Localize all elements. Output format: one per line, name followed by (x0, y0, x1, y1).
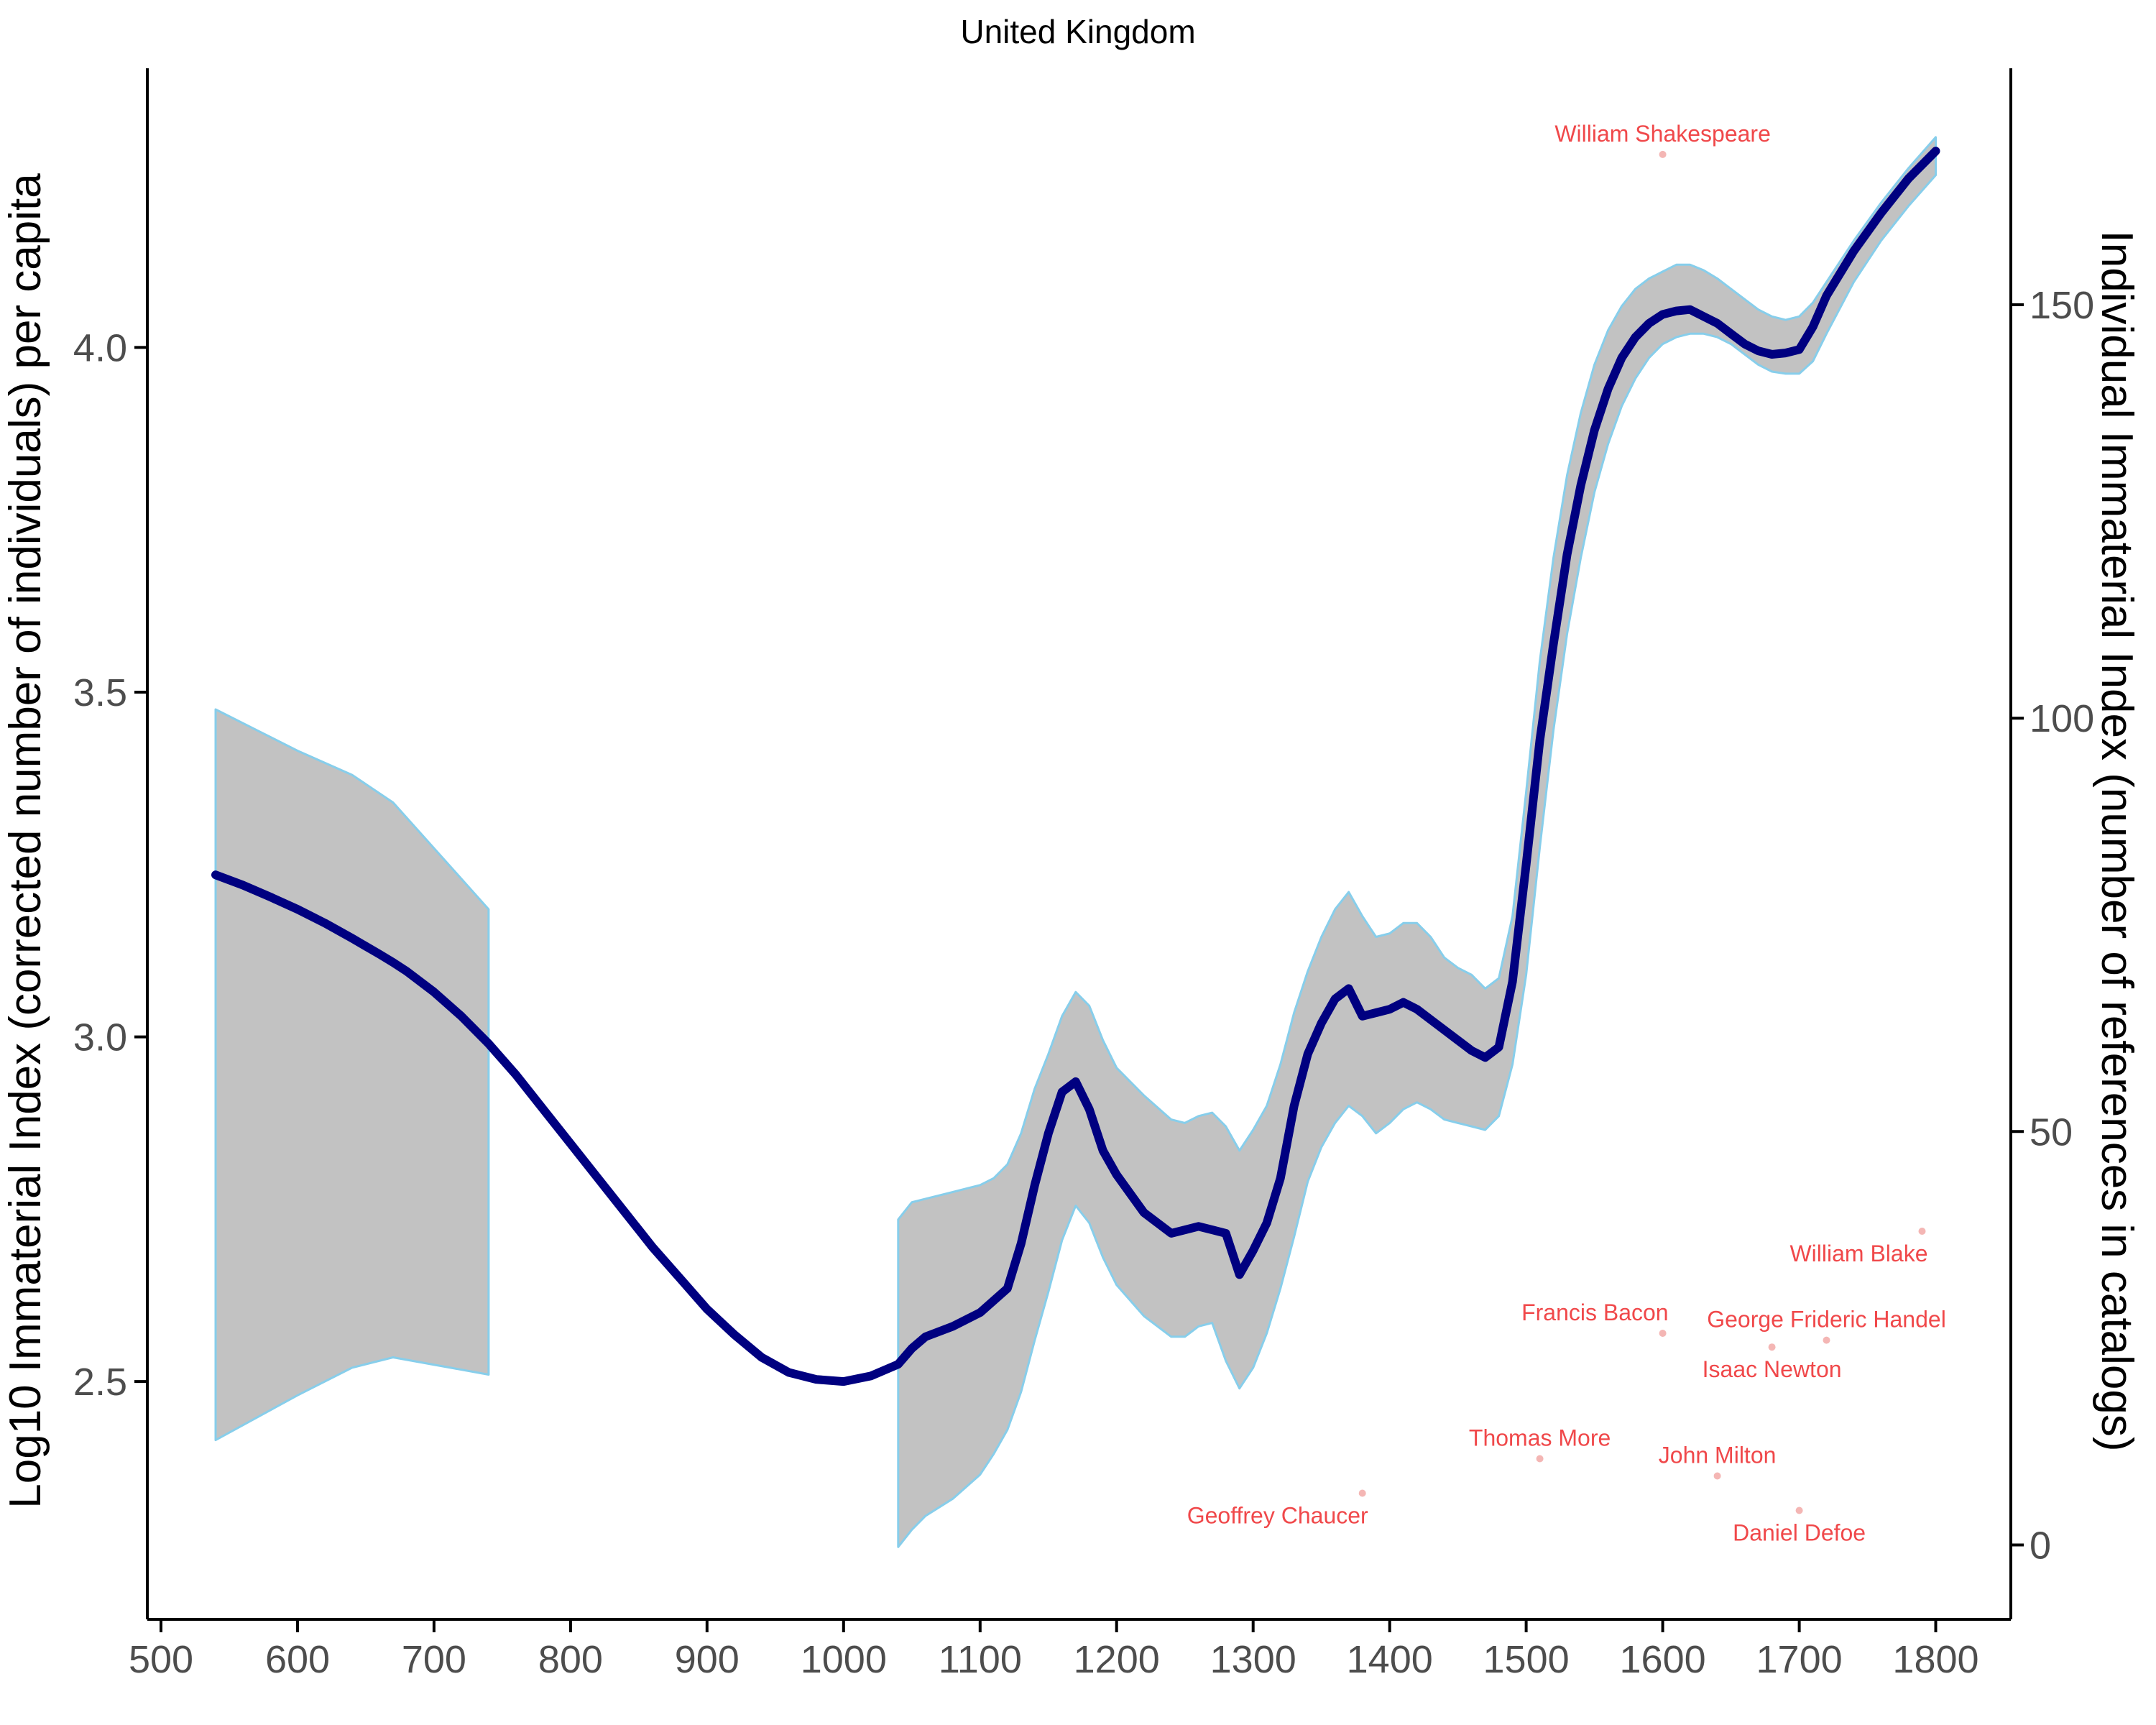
series-layer (211, 147, 1940, 1386)
annotation-point-francis-bacon (1659, 1330, 1667, 1337)
x-tick-label: 1100 (939, 1638, 1022, 1681)
confidence-ribbon-2 (897, 136, 1937, 1548)
x-tick-label: 800 (538, 1638, 603, 1681)
y2-tick-label: 0 (2030, 1524, 2051, 1568)
annotation-label-william-shakespeare: William Shakespeare (1554, 121, 1771, 147)
annotation-label-thomas-more: Thomas More (1469, 1425, 1611, 1451)
y-tick-label: 4.0 (73, 326, 127, 369)
annotation-label-george-frideric-handel: George Frideric Handel (1707, 1307, 1946, 1333)
annotation-point-william-blake (1918, 1228, 1926, 1235)
annotation-point-daniel-defoe (1795, 1506, 1803, 1514)
chart-title: United Kingdom (960, 13, 1195, 50)
annotation-label-john-milton: John Milton (1659, 1443, 1777, 1468)
annotation-label-william-blake: William Blake (1789, 1241, 1927, 1266)
x-tick-label: 1500 (1483, 1638, 1570, 1681)
annotations: William Shakespeare William Blake Francis … (1187, 121, 1946, 1546)
y2-axis-ticks: 0 50 100 150 (2011, 284, 2094, 1568)
annotation-point-george-frideric-handel (1823, 1336, 1830, 1344)
x-tick-label: 900 (675, 1638, 740, 1681)
x-tick-label: 1300 (1210, 1638, 1296, 1681)
x-tick-label: 1400 (1347, 1638, 1433, 1681)
x-axis-ticks: 500 600 700 800 900 1000 1100 1200 1300 1400 1500 1… (129, 1619, 1979, 1681)
y2-tick-label: 50 (2030, 1110, 2073, 1154)
y-axis-title: Log10 Immaterial Index (corrected number… (1, 173, 50, 1509)
annotation-label-francis-bacon: Francis Bacon (1521, 1300, 1669, 1325)
y2-tick-label: 100 (2030, 697, 2094, 740)
y2-tick-label: 150 (2030, 284, 2094, 327)
axes (146, 68, 2012, 1621)
x-tick-label: 500 (129, 1638, 193, 1681)
annotation-point-isaac-newton (1768, 1343, 1776, 1351)
x-tick-label: 1600 (1620, 1638, 1706, 1681)
annotation-point-john-milton (1713, 1472, 1721, 1480)
x-tick-label: 700 (402, 1638, 466, 1681)
y-axis-ticks: 2.5 3.0 3.5 4.0 (73, 326, 147, 1404)
annotation-label-geoffrey-chaucer: Geoffrey Chaucer (1187, 1503, 1368, 1529)
x-tick-label: 1700 (1756, 1638, 1843, 1681)
x-tick-label: 1000 (801, 1638, 887, 1681)
y-tick-label: 3.0 (73, 1016, 127, 1059)
series-line-1 (211, 147, 1940, 1386)
y-tick-label: 2.5 (73, 1361, 127, 1404)
x-tick-label: 600 (265, 1638, 330, 1681)
annotation-label-daniel-defoe: Daniel Defoe (1733, 1520, 1866, 1546)
annotation-label-isaac-newton: Isaac Newton (1703, 1356, 1842, 1382)
annotation-point-thomas-more (1536, 1455, 1544, 1463)
x-tick-label: 1800 (1892, 1638, 1978, 1681)
y-tick-label: 3.5 (73, 671, 127, 714)
confidence-ribbon-1 (214, 708, 490, 1442)
annotation-point-geoffrey-chaucer (1358, 1489, 1366, 1497)
y2-axis-title: Individual Immaterial Index (number of r… (2092, 231, 2142, 1452)
x-tick-label: 1200 (1074, 1638, 1160, 1681)
annotation-point-william-shakespeare (1659, 150, 1667, 158)
confidence-ribbons (214, 136, 1937, 1548)
